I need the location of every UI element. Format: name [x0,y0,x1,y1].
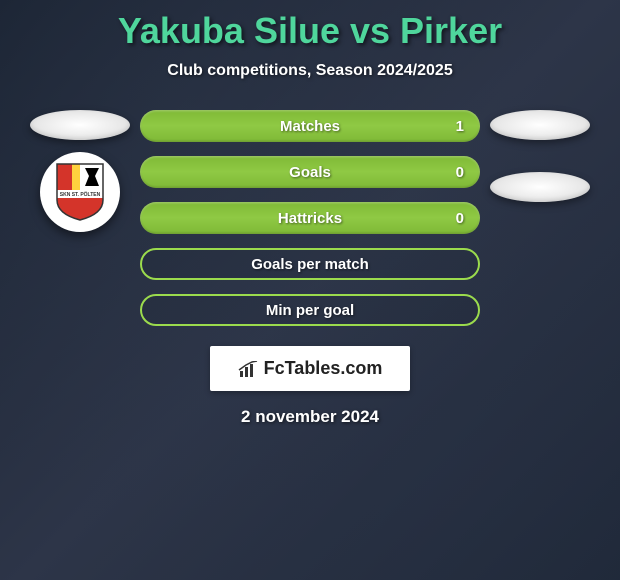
footer: FcTables.com 2 november 2024 [0,346,620,427]
stat-label: Goals per match [251,256,369,273]
stat-min-per-goal: Min per goal [140,294,480,326]
player-ellipse-right-2 [490,172,590,202]
main-row: SKN ST. PÖLTEN Matches 1 Goals 0 Hattric… [0,110,620,326]
shield-icon: SKN ST. PÖLTEN [55,162,105,222]
stats-list: Matches 1 Goals 0 Hattricks 0 Goals per … [140,110,480,326]
stat-matches: Matches 1 [140,110,480,142]
chart-icon [238,361,258,377]
stat-label: Min per goal [266,302,354,319]
right-col [490,110,590,202]
date-text: 2 november 2024 [241,407,379,427]
stat-label: Hattricks [278,210,342,227]
page-title: Yakuba Silue vs Pirker [0,10,620,52]
stat-label: Goals [289,164,331,181]
subtitle: Club competitions, Season 2024/2025 [0,62,620,80]
brand-badge: FcTables.com [210,346,411,391]
stat-goals-per-match: Goals per match [140,248,480,280]
stat-value: 1 [456,118,464,135]
club-badge: SKN ST. PÖLTEN [40,152,120,232]
stat-value: 0 [456,164,464,181]
svg-text:SKN ST. PÖLTEN: SKN ST. PÖLTEN [60,191,101,198]
stat-goals: Goals 0 [140,156,480,188]
player-ellipse-left [30,110,130,140]
player-ellipse-right-1 [490,110,590,140]
stat-value: 0 [456,210,464,227]
stat-label: Matches [280,118,340,135]
left-col: SKN ST. PÖLTEN [30,110,130,232]
brand-text: FcTables.com [264,358,383,379]
stat-hattricks: Hattricks 0 [140,202,480,234]
